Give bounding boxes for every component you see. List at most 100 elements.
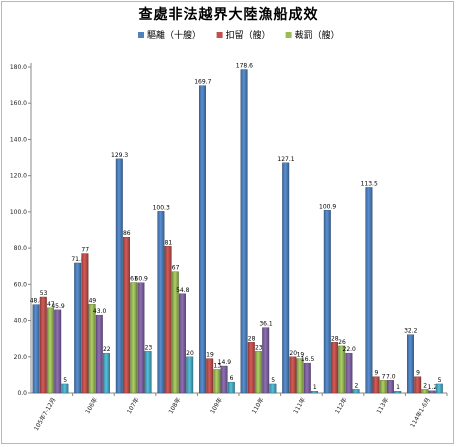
data-label: 23 bbox=[145, 344, 153, 351]
bar bbox=[220, 365, 228, 394]
data-label: 113.5 bbox=[361, 180, 378, 187]
data-label: 43.0 bbox=[93, 308, 107, 315]
bar bbox=[32, 304, 40, 394]
data-label: 5 bbox=[438, 377, 442, 384]
bar bbox=[338, 345, 346, 394]
data-label: 19 bbox=[297, 352, 305, 359]
x-tick-label: 112年 bbox=[333, 396, 349, 415]
bar bbox=[137, 282, 145, 394]
data-label: 9 bbox=[374, 370, 378, 377]
y-tick-label: 0.0 bbox=[17, 390, 27, 397]
bar bbox=[122, 237, 130, 394]
legend-swatch bbox=[216, 32, 223, 38]
bar bbox=[345, 352, 353, 394]
bar bbox=[421, 389, 429, 394]
y-tick-label: 80.0 bbox=[14, 245, 28, 252]
bar bbox=[130, 282, 138, 394]
data-label: 67 bbox=[172, 265, 180, 272]
bar bbox=[157, 211, 165, 394]
bar bbox=[379, 380, 387, 394]
legend-swatch bbox=[138, 32, 144, 38]
bar bbox=[262, 327, 270, 394]
y-tick-label: 60.0 bbox=[14, 281, 28, 288]
bar bbox=[206, 358, 214, 394]
bar bbox=[171, 271, 179, 394]
data-label: 100.9 bbox=[319, 203, 336, 210]
data-label: 2 bbox=[423, 382, 427, 389]
x-tick-label: 107年 bbox=[125, 396, 141, 415]
data-label: 7.0 bbox=[386, 373, 396, 380]
y-tick-label: 140.0 bbox=[10, 136, 27, 143]
bar bbox=[269, 383, 277, 394]
bar bbox=[254, 351, 262, 394]
y-tick-label: 120.0 bbox=[10, 173, 27, 180]
data-label: 48.8 bbox=[30, 298, 44, 305]
x-tick-label: 110年 bbox=[250, 396, 266, 415]
data-label: 6 bbox=[230, 375, 234, 382]
legend-label: 裁罰（艘） bbox=[295, 29, 340, 41]
bar bbox=[144, 351, 152, 394]
bar bbox=[352, 389, 360, 394]
x-tick-label: 113年 bbox=[375, 396, 391, 415]
data-label: 1 bbox=[396, 384, 400, 391]
legend-swatch bbox=[285, 32, 292, 38]
bar bbox=[282, 162, 290, 394]
bar bbox=[39, 296, 47, 394]
data-label: 77 bbox=[81, 247, 89, 254]
bar bbox=[372, 376, 380, 394]
bar bbox=[198, 85, 206, 394]
bar bbox=[394, 390, 402, 394]
data-label: 23 bbox=[255, 344, 263, 351]
x-tick-label: 105年7-12月 bbox=[32, 396, 57, 432]
bar bbox=[414, 376, 422, 394]
y-tick-label: 160.0 bbox=[10, 100, 27, 107]
data-label: 5 bbox=[271, 377, 275, 384]
data-label: 36.1 bbox=[259, 321, 273, 328]
data-label: 16.5 bbox=[301, 356, 315, 363]
bar bbox=[213, 369, 221, 394]
data-label: 20 bbox=[289, 350, 297, 357]
data-label: 19 bbox=[206, 352, 214, 359]
legend-label: 扣留（艘） bbox=[226, 29, 271, 41]
data-label: 20 bbox=[186, 350, 194, 357]
bar bbox=[81, 253, 89, 394]
data-label: 45.9 bbox=[51, 303, 65, 310]
bar bbox=[387, 380, 395, 394]
data-label: 49 bbox=[89, 297, 97, 304]
data-label: 100.3 bbox=[153, 204, 170, 211]
x-tick-label: 106年 bbox=[83, 396, 99, 415]
bar bbox=[311, 390, 319, 394]
data-label: 127.1 bbox=[277, 156, 294, 163]
bar bbox=[296, 358, 304, 394]
bar bbox=[88, 304, 96, 394]
data-label: 22 bbox=[103, 346, 111, 353]
data-label: 14.9 bbox=[218, 359, 232, 366]
data-label: 169.7 bbox=[194, 79, 211, 86]
data-label: 1 bbox=[313, 384, 317, 391]
bar bbox=[331, 342, 339, 394]
data-label: 61 bbox=[130, 276, 138, 283]
bar bbox=[115, 158, 123, 394]
y-tick-label: 40.0 bbox=[14, 318, 28, 325]
legend-label: 驅離（十艘） bbox=[147, 29, 201, 41]
x-tick-label: 109年 bbox=[208, 396, 224, 415]
bar bbox=[164, 246, 172, 394]
data-label: 54.8 bbox=[176, 287, 190, 294]
y-tick-label: 180.0 bbox=[10, 64, 27, 71]
y-tick-label: 100.0 bbox=[10, 209, 27, 216]
data-label: 81 bbox=[165, 239, 173, 246]
data-label: 2 bbox=[354, 382, 358, 389]
bar bbox=[407, 334, 415, 394]
data-label: 129.3 bbox=[111, 152, 128, 159]
data-label: 32.2 bbox=[404, 328, 418, 335]
data-label: 71.8 bbox=[71, 256, 85, 263]
bar bbox=[289, 356, 297, 394]
data-label: 178.6 bbox=[236, 63, 253, 70]
data-label: 86 bbox=[123, 230, 131, 237]
data-label: 26 bbox=[338, 339, 346, 346]
bar bbox=[240, 69, 248, 394]
bar bbox=[74, 262, 82, 394]
bar bbox=[323, 210, 331, 394]
data-label: 28 bbox=[331, 335, 339, 342]
